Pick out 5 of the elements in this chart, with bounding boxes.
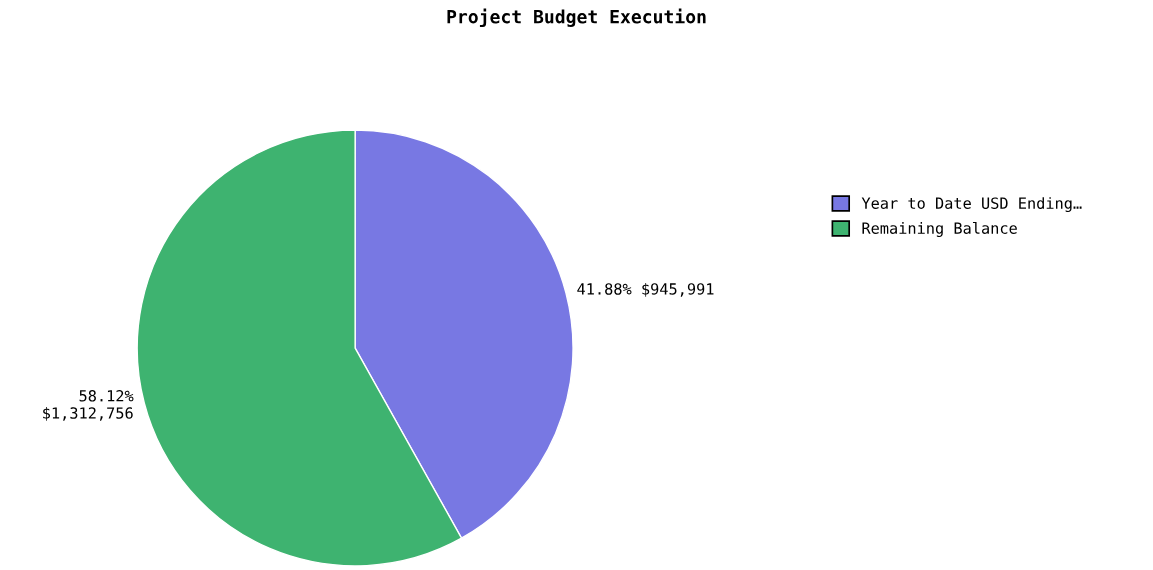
data-label: 58.12% $1,312,756 [43, 390, 134, 421]
data-label: 41.88% $945,991 [577, 282, 714, 297]
legend-label: Remaining Balance [862, 222, 1017, 237]
chart-title: Project Budget Execution [447, 8, 706, 27]
legend-label: Year to Date USD Ending… [861, 197, 1082, 213]
